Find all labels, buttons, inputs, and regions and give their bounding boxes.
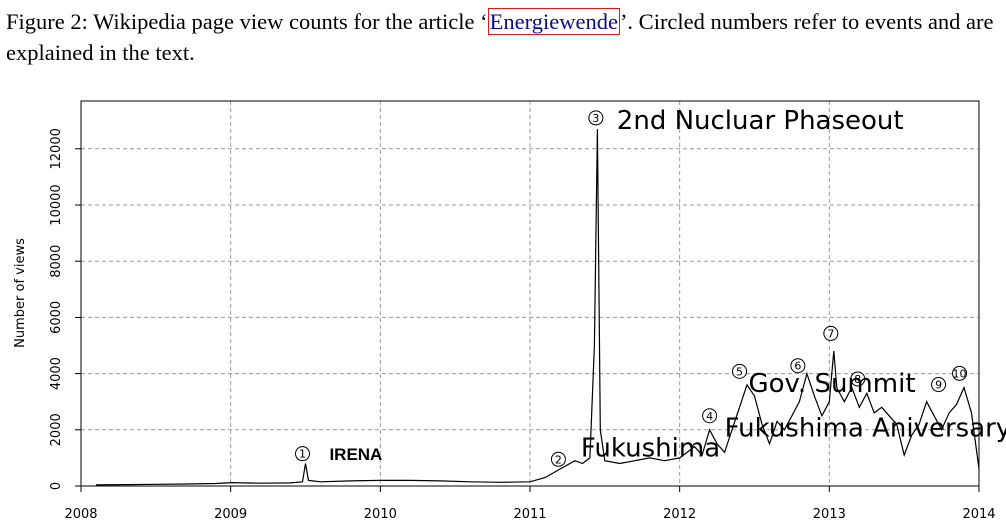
event-annotation: IRENA <box>329 445 382 464</box>
event-marker: 1 <box>295 446 311 462</box>
event-markers: 1 2 3 4 5 6 7 8 9 10 <box>295 110 968 467</box>
y-axis-label: Number of views <box>13 238 28 348</box>
x-tick-label: 2009 <box>214 507 247 522</box>
y-tick-label: 4000 <box>49 357 64 390</box>
y-tick-label: 8000 <box>49 245 64 278</box>
x-tick-label: 2010 <box>364 507 397 522</box>
event-annotation: Fukushima Aniversary <box>725 414 1006 444</box>
event-marker-number: 2 <box>555 453 562 466</box>
event-marker-circle <box>588 110 604 126</box>
annotations: IRENA Fukushima 2nd Nucluar Phaseout Fukush… <box>329 106 1006 464</box>
x-tick-label: 2011 <box>513 507 546 522</box>
x-tick-label: 2012 <box>663 507 696 522</box>
event-marker-number: 1 <box>299 448 306 461</box>
caption-suffix: ’. Circled numbers refer to events and a… <box>6 9 994 65</box>
event-marker-circle <box>823 325 839 341</box>
event-marker: 10 <box>952 365 968 381</box>
event-annotation: Gov. Summit <box>749 369 916 399</box>
event-marker-circle <box>550 451 566 467</box>
event-annotation: 2nd Nucluar Phaseout <box>617 106 904 136</box>
x-tick-label: 2008 <box>64 507 97 522</box>
event-annotation: Fukushima <box>581 433 720 463</box>
event-marker-number: 8 <box>854 373 861 386</box>
y-tick-label: 6000 <box>49 301 64 334</box>
axis-ticks: 2008 2009 2010 2011 2012 2013 2014 0 2000 4000 600… <box>49 128 996 522</box>
event-marker-circle <box>931 377 947 393</box>
event-marker-number: 6 <box>794 360 801 373</box>
event-marker: 5 <box>732 363 748 379</box>
series-group <box>95 129 980 486</box>
x-tick-label: 2014 <box>962 507 995 522</box>
event-marker-circle <box>732 363 748 379</box>
event-marker-circle <box>702 408 718 424</box>
y-tick-label: 10000 <box>49 184 64 225</box>
grid-lines <box>81 101 979 486</box>
event-marker-number: 4 <box>706 410 713 423</box>
event-marker-number: 3 <box>592 112 599 125</box>
event-marker-number: 9 <box>935 379 942 392</box>
x-tick-label: 2013 <box>813 507 846 522</box>
event-marker: 9 <box>931 377 947 393</box>
series-line <box>95 129 980 486</box>
event-marker-circle <box>295 446 311 462</box>
event-marker-circle <box>790 358 806 374</box>
y-tick-label: 2000 <box>49 413 64 446</box>
figure-caption: Figure 2: Wikipedia page view counts for… <box>6 6 1000 68</box>
event-marker: 6 <box>790 358 806 374</box>
event-marker: 8 <box>850 371 866 387</box>
event-marker-number: 10 <box>953 367 967 380</box>
y-tick-label: 0 <box>49 482 64 490</box>
event-marker: 3 <box>588 110 604 126</box>
event-marker: 2 <box>550 451 566 467</box>
event-marker-number: 5 <box>736 365 743 378</box>
event-marker-circle <box>850 371 866 387</box>
event-marker: 7 <box>823 325 839 341</box>
event-marker-number: 7 <box>827 327 834 340</box>
event-marker-circle <box>952 365 968 381</box>
article-link[interactable]: Energiewende <box>487 8 620 35</box>
caption-prefix: Figure 2: Wikipedia page view counts for… <box>6 9 488 34</box>
y-tick-label: 12000 <box>49 128 64 169</box>
event-marker: 4 <box>702 408 718 424</box>
